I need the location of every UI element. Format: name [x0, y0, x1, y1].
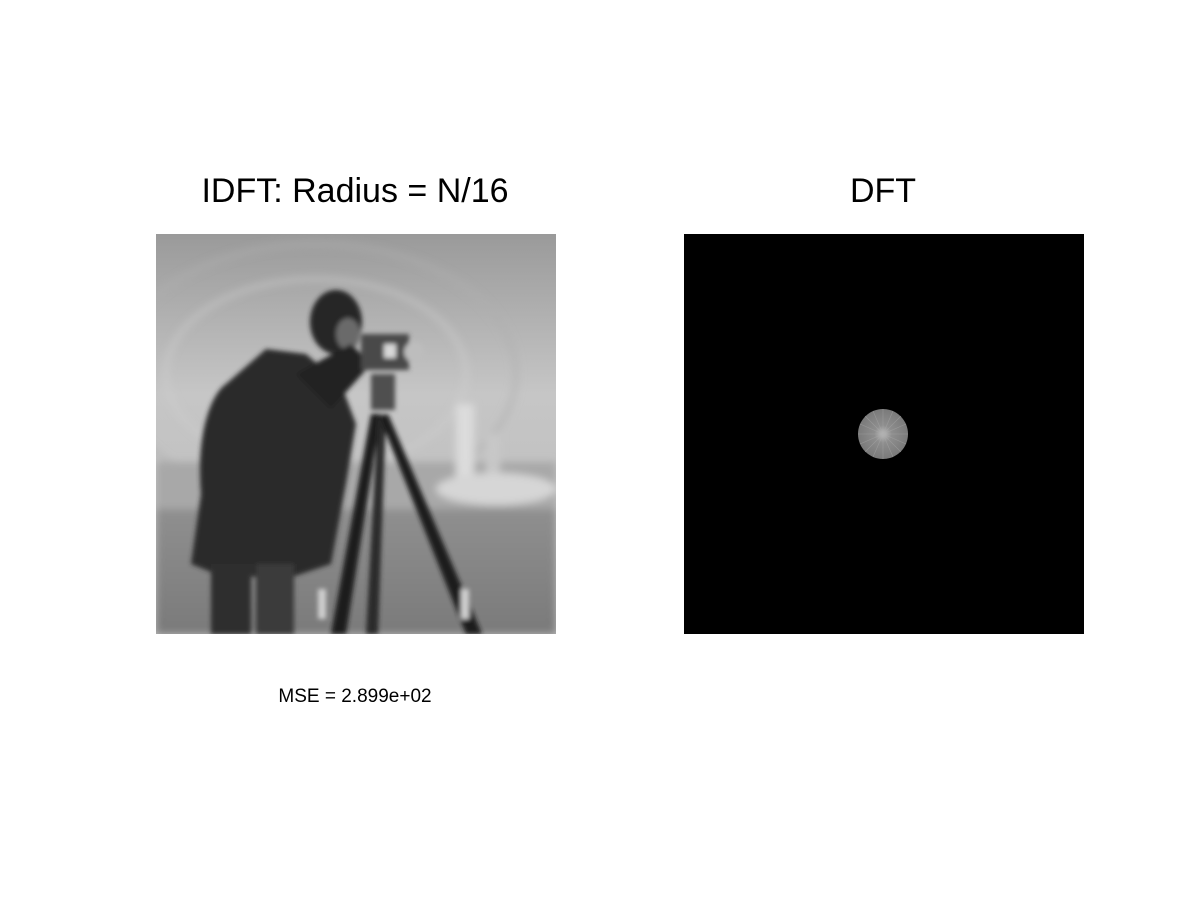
idft-panel-title: IDFT: Radius = N/16	[201, 172, 509, 210]
dft-spectrum-image	[684, 234, 1084, 634]
mse-caption: MSE = 2.899e+02	[278, 686, 432, 707]
dft-panel-title: DFT	[849, 172, 917, 210]
idft-reconstructed-image	[156, 234, 556, 634]
